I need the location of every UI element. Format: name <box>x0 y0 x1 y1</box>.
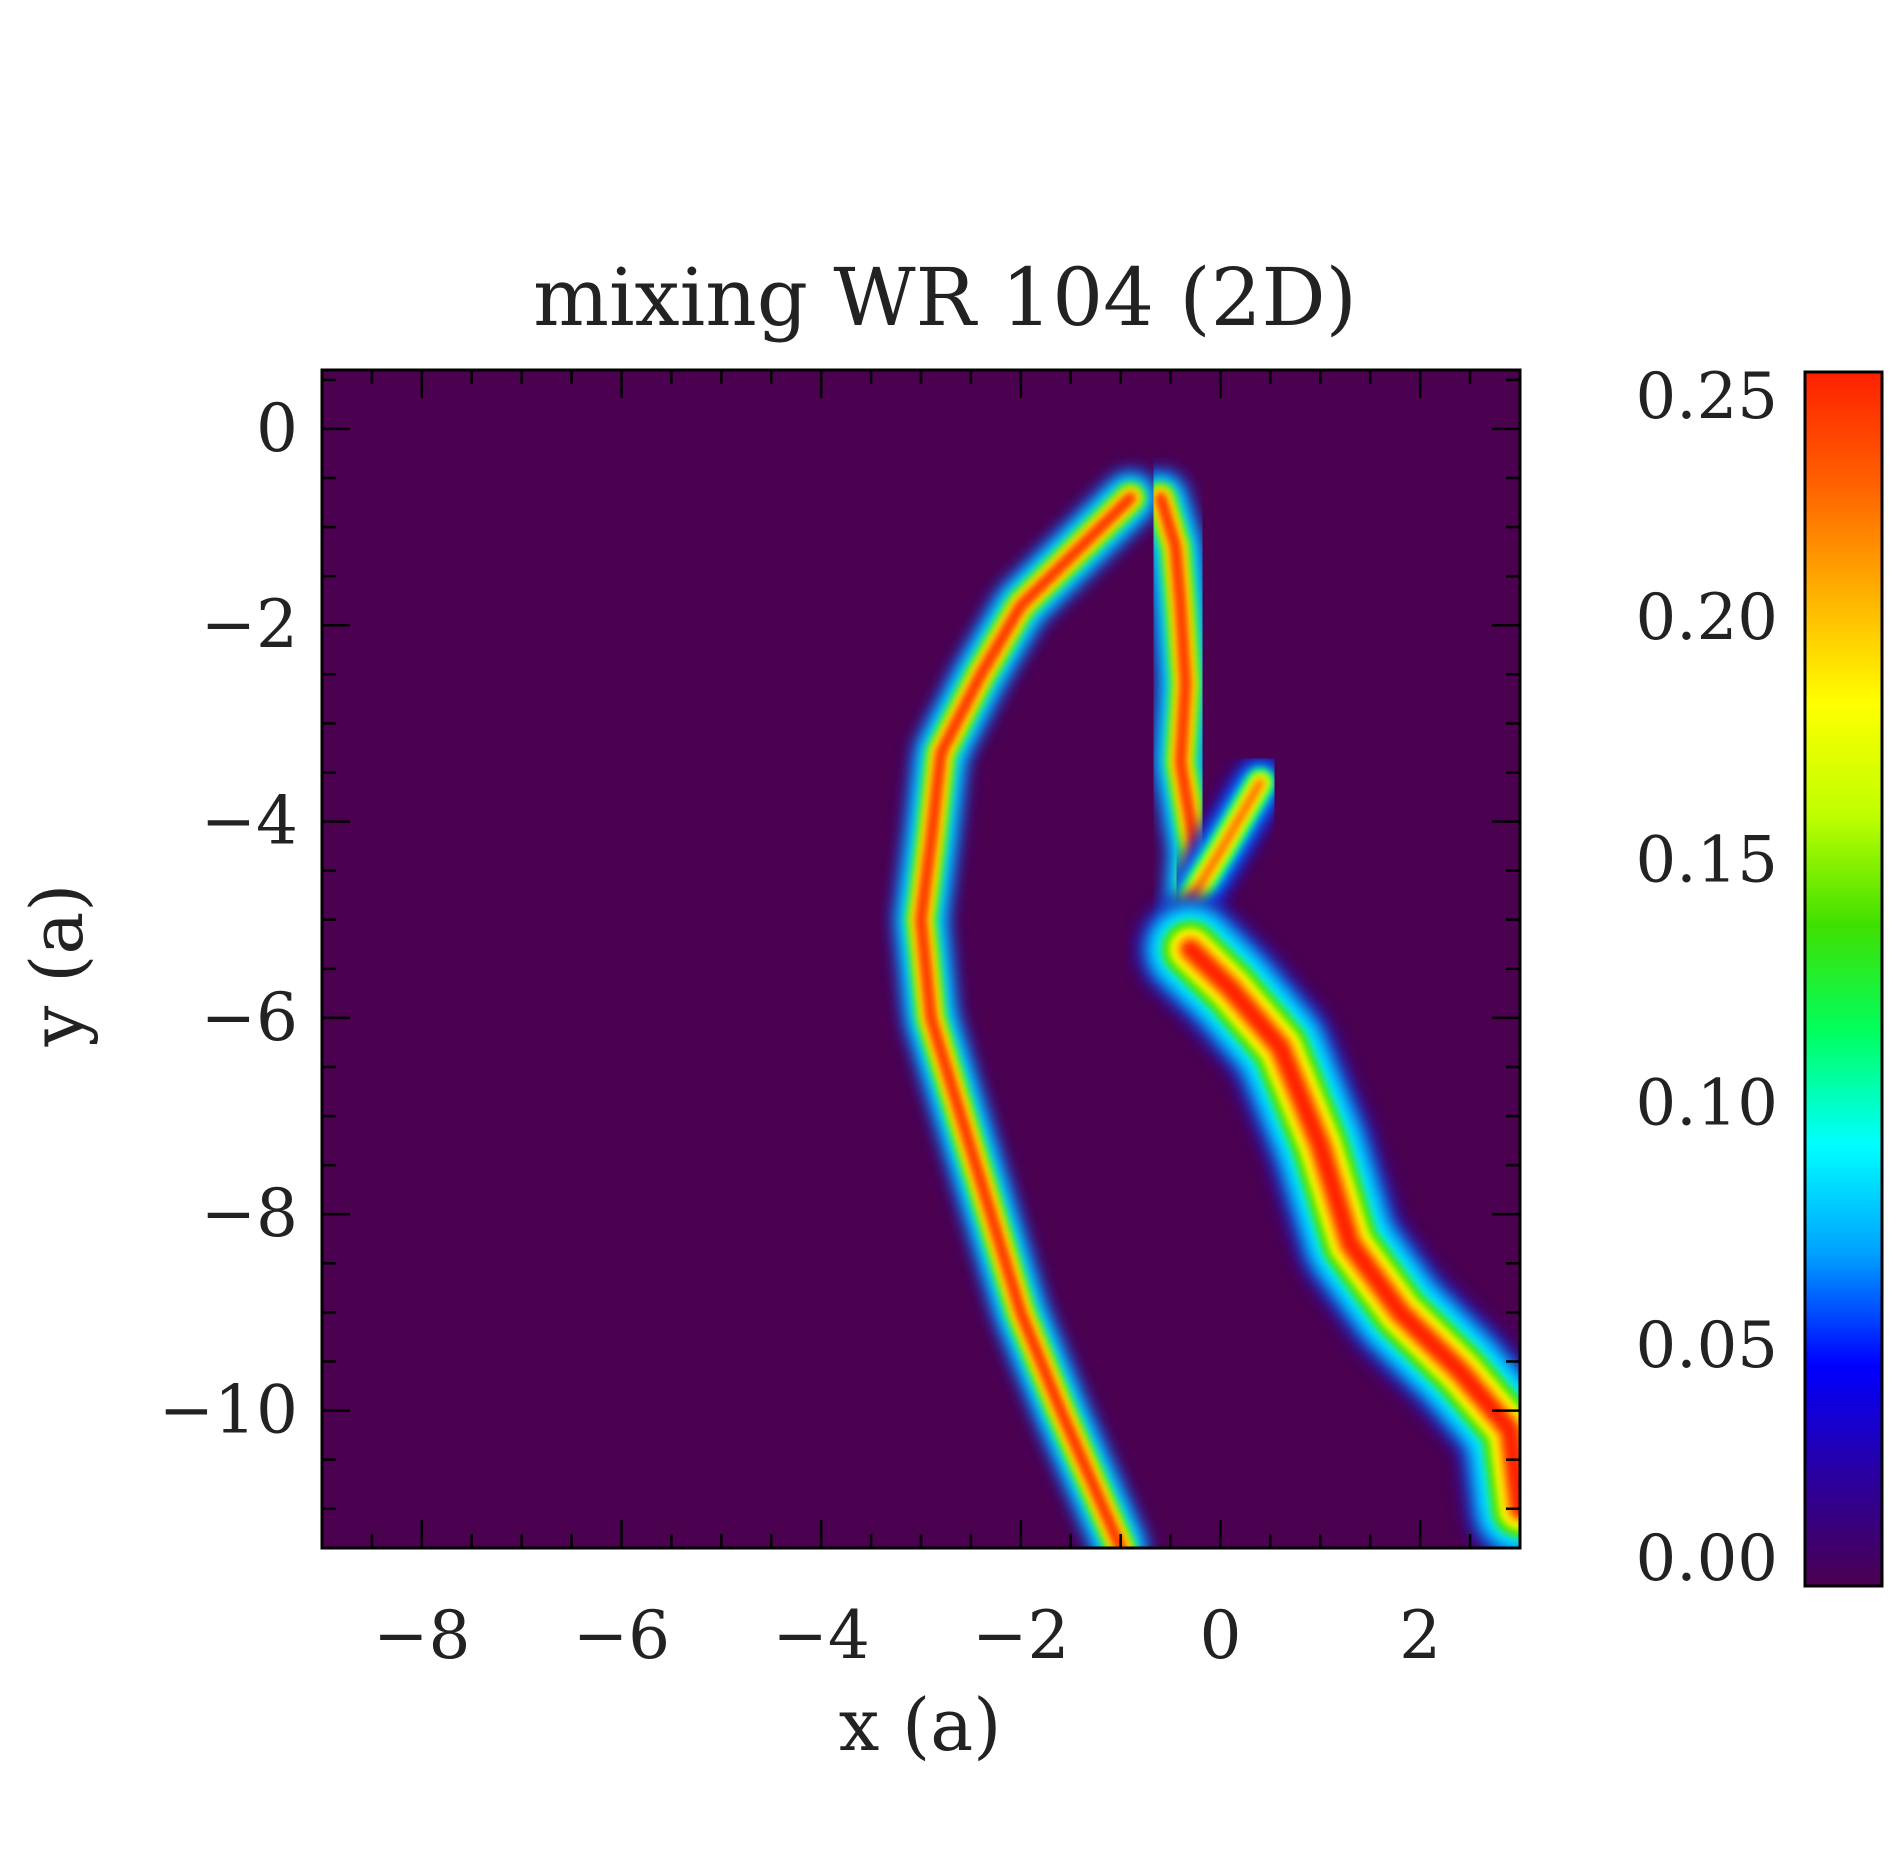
x-tick-label: −6 <box>573 1597 670 1674</box>
colorbar-tick-label: 0.10 <box>1636 1066 1779 1140</box>
x-tick-label: 2 <box>1399 1597 1441 1674</box>
feature-left-arc <box>892 468 1160 1548</box>
x-tick-label: 0 <box>1200 1597 1242 1674</box>
y-tick-label: −4 <box>201 783 298 860</box>
y-tick-label: −8 <box>201 1175 298 1252</box>
chart-title: mixing WR 104 (2D) <box>533 251 1357 344</box>
x-axis-label: x (a) <box>839 1683 1002 1767</box>
y-tick-label: −6 <box>201 979 298 1056</box>
colorbar-ticks: 0.00 0.05 0.10 0.15 0.20 0.25 <box>1636 360 1779 1596</box>
colorbar-tick-label: 0.00 <box>1636 1522 1779 1596</box>
x-tick-label: −4 <box>773 1597 870 1674</box>
y-axis-label: y (a) <box>15 884 99 1048</box>
y-axis-ticks: 0 −2 −4 −6 −8 −10 <box>159 378 1520 1510</box>
feature-filament-branch <box>1164 756 1287 927</box>
y-tick-label: −10 <box>159 1372 298 1449</box>
feature-inner-filament <box>1131 468 1225 939</box>
colorbar-gradient <box>1803 370 1884 1588</box>
x-tick-label: −2 <box>972 1597 1069 1674</box>
colorbar-tick-label: 0.20 <box>1636 581 1779 655</box>
colorbar-tick-label: 0.05 <box>1636 1309 1779 1383</box>
colorbar-tick-label: 0.25 <box>1636 360 1779 434</box>
x-axis-ticks: −8 −6 −4 −2 0 2 <box>320 370 1522 1674</box>
plot-area: −8 −6 −4 −2 0 2 0 −2 −4 −6 −8 −10 <box>159 368 1522 1674</box>
x-tick-label: −8 <box>373 1597 470 1674</box>
y-tick-label: 0 <box>256 390 298 467</box>
y-tick-label: −2 <box>201 586 298 663</box>
colorbar-tick-label: 0.15 <box>1636 824 1779 898</box>
colorbar: 0.00 0.05 0.10 0.15 0.20 0.25 <box>1636 360 1884 1596</box>
